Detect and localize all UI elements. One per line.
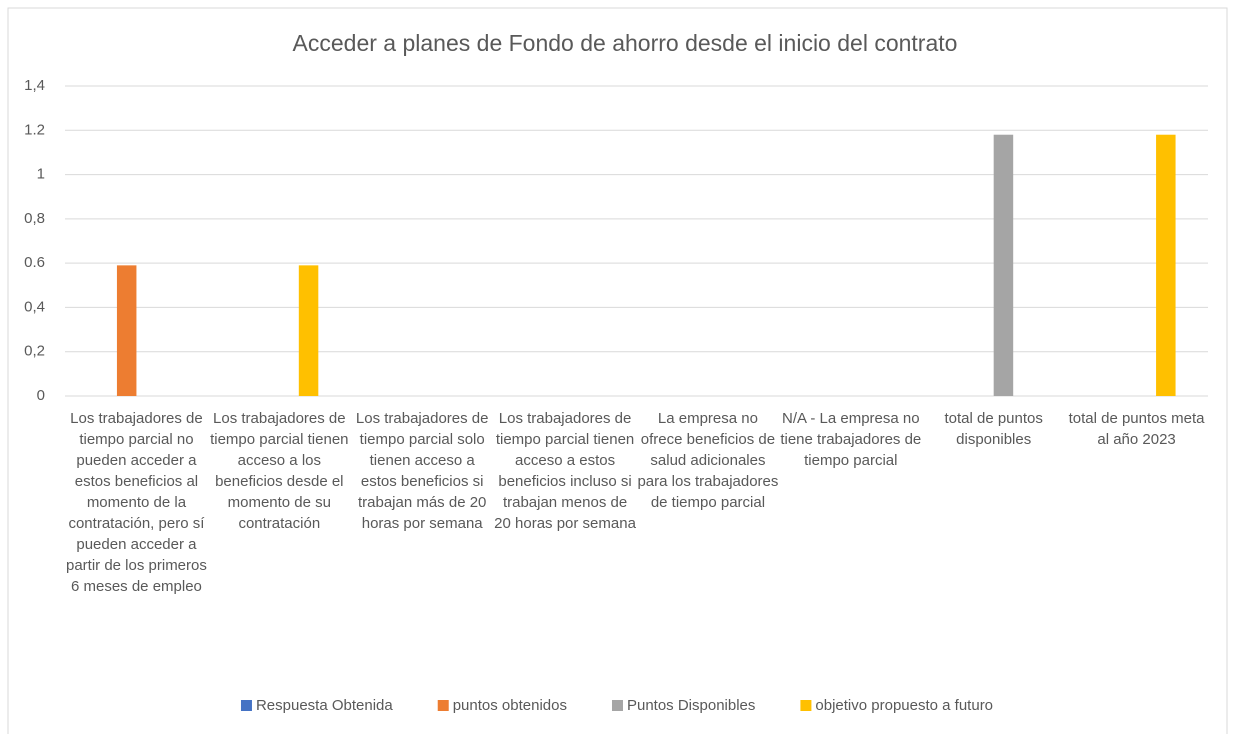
y-tick-label: 1,4 — [24, 77, 45, 94]
x-tick-label: Los trabajadores de tiempo parcial no pu… — [65, 410, 207, 595]
y-tick-label: 0 — [37, 387, 45, 404]
chart-title: Acceder a planes de Fondo de ahorro desd… — [293, 30, 958, 56]
x-tick-label: total de puntos disponibles — [944, 410, 1043, 448]
legend-label: puntos obtenidos — [453, 697, 567, 714]
x-tick-label: N/A - La empresa no tiene trabajadores d… — [780, 410, 922, 469]
y-tick-label: 0.6 — [24, 254, 45, 271]
legend-swatch — [240, 700, 252, 711]
bar — [298, 265, 319, 396]
y-tick-label: 1 — [37, 166, 45, 183]
bar — [116, 265, 137, 396]
legend-swatch — [437, 700, 449, 711]
y-tick-label: 1.2 — [24, 121, 45, 138]
legend-swatch — [611, 700, 623, 711]
legend-label: Puntos Disponibles — [627, 697, 755, 714]
legend-swatch — [800, 700, 812, 711]
x-tick-label: Los trabajadores de tiempo parcial tiene… — [494, 410, 636, 532]
chart-border — [7, 7, 1228, 734]
x-tick-label: Los trabajadores de tiempo parcial tiene… — [210, 410, 349, 532]
legend-label: Respuesta Obtenida — [256, 697, 393, 714]
bar — [993, 134, 1014, 396]
x-tick-label: Los trabajadores de tiempo parcial solo … — [355, 410, 489, 532]
x-tick-label: total de puntos meta al año 2023 — [1068, 410, 1205, 448]
legend-label: objetivo propuesto a futuro — [815, 697, 993, 714]
x-tick-label: La empresa no ofrece beneficios de salud… — [637, 410, 779, 511]
y-tick-label: 0,2 — [24, 343, 45, 360]
y-tick-label: 0,8 — [24, 210, 45, 227]
y-tick-label: 0,4 — [24, 298, 45, 315]
bar — [1156, 134, 1176, 396]
